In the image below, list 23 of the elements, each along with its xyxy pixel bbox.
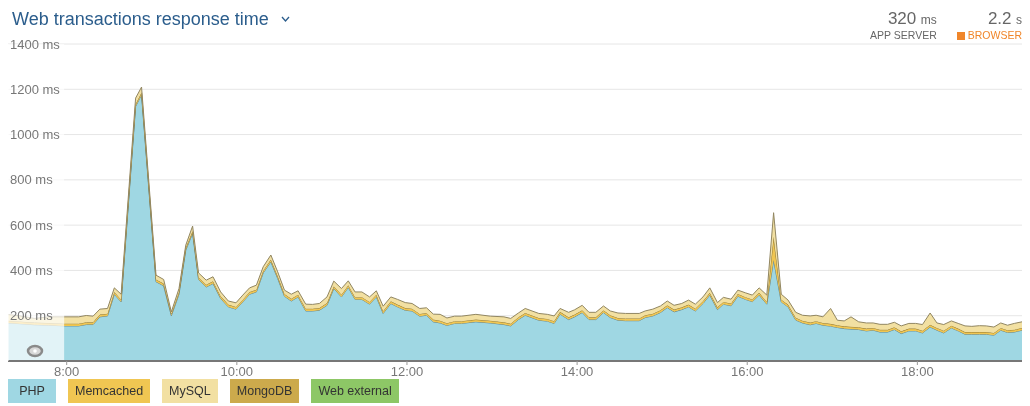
y-tick-label: 200 ms	[10, 308, 54, 324]
legend-label: MySQL	[169, 379, 218, 403]
x-tick-label: 12:00	[390, 364, 424, 380]
y-tick-label: 1200 ms	[10, 81, 61, 97]
text: APP SERVER	[870, 29, 937, 42]
legend-label: PHP	[15, 379, 56, 403]
text: 320 ms	[887, 9, 937, 28]
y-tick-label: 400 ms	[10, 262, 54, 278]
y-tick-label: 1400 ms	[10, 36, 61, 52]
legend-label: MongoDB	[236, 379, 300, 403]
x-tick-label: 14:00	[560, 364, 594, 380]
chart-title: Web transactions response time	[12, 8, 269, 30]
x-tick-label: 16:00	[730, 364, 764, 380]
legend-label: Web external	[318, 379, 399, 403]
text: 2.2 s	[987, 9, 1022, 28]
y-tick-label: 800 ms	[10, 172, 54, 188]
y-tick-label: 600 ms	[10, 217, 54, 233]
text: BROWSER	[967, 29, 1022, 42]
x-tick-label: 10:00	[220, 364, 254, 380]
x-tick-label: 8:00	[54, 364, 80, 380]
legend-label: Memcached	[75, 379, 151, 403]
x-tick-label: 18:00	[901, 364, 934, 380]
y-tick-label: 1000 ms	[10, 127, 61, 143]
